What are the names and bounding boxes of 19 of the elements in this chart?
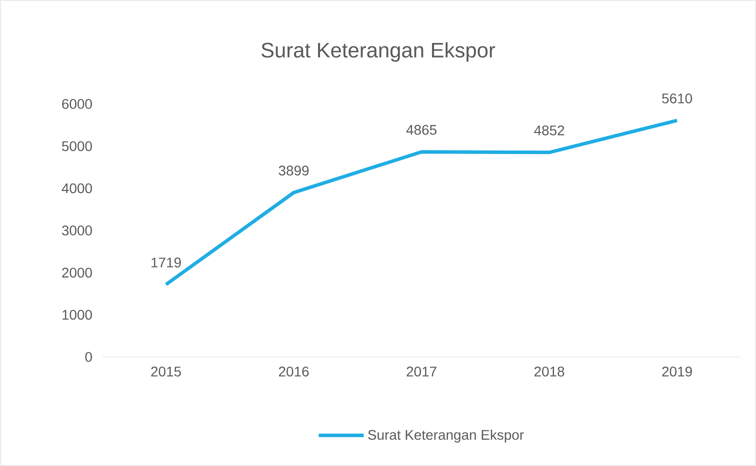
y-tick-label: 0 xyxy=(85,352,92,362)
legend-label: Surat Keterangan Ekspor xyxy=(368,430,524,443)
x-tick-label: 2015 xyxy=(151,366,181,377)
x-tick-label: 2016 xyxy=(278,366,309,377)
y-tick-label: 6000 xyxy=(62,99,92,109)
data-label: 4852 xyxy=(534,125,564,136)
data-label: 3899 xyxy=(278,166,309,176)
x-tick-label: 2017 xyxy=(406,366,436,377)
data-label: 1719 xyxy=(152,258,181,268)
chart-title: Surat Keterangan Ekspor xyxy=(261,42,496,62)
y-tick-label: 2000 xyxy=(62,268,92,278)
y-tick-label: 3000 xyxy=(62,226,92,236)
y-tick-label: 4000 xyxy=(62,183,92,194)
x-tick-label: 2018 xyxy=(534,366,564,377)
x-tick-label: 2019 xyxy=(662,366,692,377)
y-tick-label: 1000 xyxy=(62,310,92,320)
data-label: 5610 xyxy=(662,93,692,104)
data-label: 4865 xyxy=(406,124,436,135)
y-tick-label: 5000 xyxy=(62,141,92,152)
